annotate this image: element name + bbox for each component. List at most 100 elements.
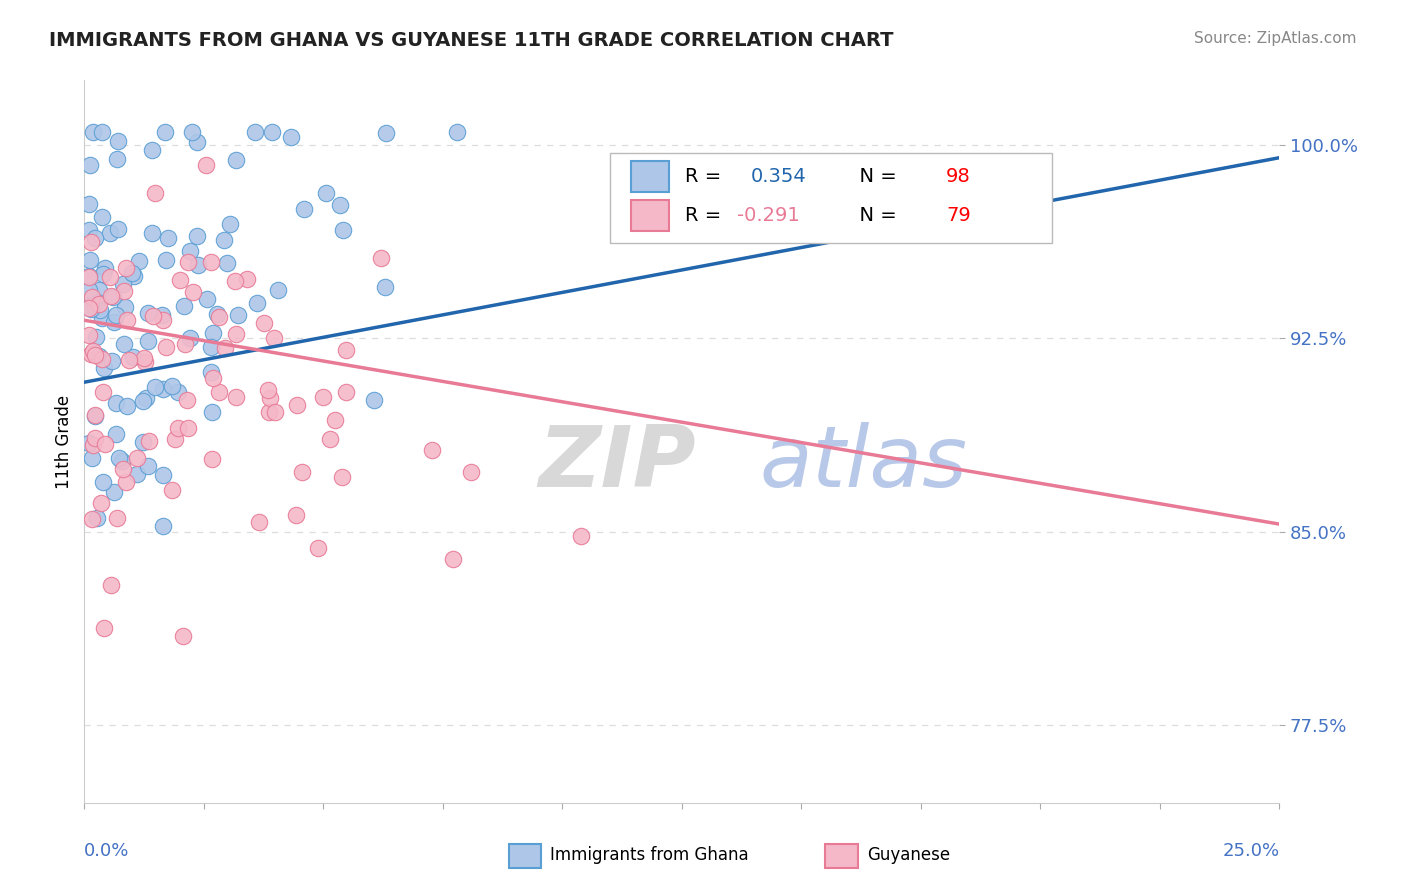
Text: N =: N = bbox=[846, 206, 903, 225]
Point bbox=[115, 400, 138, 414]
Point bbox=[128, 253, 150, 268]
Point bbox=[82, 512, 104, 526]
Point bbox=[134, 355, 156, 369]
Point bbox=[89, 297, 111, 311]
Text: R =: R = bbox=[686, 206, 728, 225]
Point bbox=[121, 266, 143, 280]
Point bbox=[319, 432, 342, 446]
Point bbox=[111, 277, 134, 291]
Point bbox=[150, 308, 173, 322]
Point bbox=[114, 261, 136, 276]
Point bbox=[152, 518, 174, 533]
Point bbox=[186, 229, 208, 244]
Point bbox=[225, 153, 247, 168]
Point bbox=[77, 301, 100, 315]
Point bbox=[91, 125, 114, 139]
Point bbox=[180, 125, 202, 139]
Point bbox=[93, 475, 115, 489]
Point bbox=[226, 308, 249, 322]
Point bbox=[115, 475, 138, 489]
Point bbox=[173, 336, 195, 351]
Point bbox=[280, 130, 302, 145]
Point bbox=[135, 391, 157, 405]
Point bbox=[285, 398, 308, 412]
Point bbox=[257, 405, 280, 419]
Point bbox=[363, 392, 385, 407]
Point bbox=[246, 296, 269, 310]
Point bbox=[225, 327, 247, 342]
Point bbox=[79, 252, 101, 267]
Point bbox=[200, 254, 222, 268]
Point bbox=[138, 334, 160, 349]
Y-axis label: 11th Grade: 11th Grade bbox=[55, 394, 73, 489]
Point bbox=[160, 378, 183, 392]
FancyBboxPatch shape bbox=[825, 844, 858, 868]
Point bbox=[77, 436, 100, 450]
Point bbox=[79, 346, 101, 360]
Point bbox=[105, 427, 128, 442]
Point bbox=[77, 268, 100, 283]
Point bbox=[169, 273, 191, 287]
Point bbox=[82, 344, 104, 359]
Point bbox=[332, 222, 354, 236]
Point bbox=[422, 442, 444, 457]
Point bbox=[103, 485, 125, 500]
Point bbox=[186, 136, 208, 150]
Point bbox=[177, 254, 200, 268]
Point bbox=[114, 300, 136, 314]
Point bbox=[83, 348, 105, 362]
Point bbox=[111, 462, 134, 476]
Point bbox=[87, 283, 110, 297]
FancyBboxPatch shape bbox=[630, 161, 669, 192]
Point bbox=[89, 303, 111, 318]
Text: Source: ZipAtlas.com: Source: ZipAtlas.com bbox=[1194, 31, 1357, 46]
Point bbox=[307, 541, 329, 555]
FancyBboxPatch shape bbox=[610, 153, 1053, 243]
Point bbox=[173, 299, 195, 313]
Point bbox=[132, 351, 155, 365]
Point bbox=[132, 394, 155, 409]
Point bbox=[218, 217, 240, 231]
Point bbox=[200, 340, 222, 354]
Point bbox=[267, 283, 290, 297]
Point bbox=[87, 350, 110, 364]
Point bbox=[107, 134, 129, 148]
Point bbox=[105, 152, 128, 166]
Point bbox=[143, 186, 166, 201]
Point bbox=[166, 385, 188, 400]
Point bbox=[79, 299, 101, 313]
Point bbox=[105, 511, 128, 525]
Point bbox=[77, 283, 100, 297]
Point bbox=[98, 226, 121, 240]
Point bbox=[86, 511, 108, 525]
Point bbox=[84, 231, 107, 245]
Point bbox=[82, 450, 104, 465]
Point bbox=[263, 331, 285, 345]
Point bbox=[208, 310, 231, 324]
Point bbox=[82, 125, 104, 139]
Point bbox=[90, 496, 112, 510]
Point bbox=[446, 125, 468, 139]
Point bbox=[247, 515, 270, 529]
Point bbox=[155, 252, 177, 267]
Point bbox=[225, 390, 247, 404]
Point bbox=[374, 126, 396, 140]
Point bbox=[84, 330, 107, 344]
Point bbox=[104, 308, 127, 322]
Point bbox=[205, 307, 228, 321]
Point bbox=[142, 309, 165, 323]
Point bbox=[441, 551, 464, 566]
Point bbox=[104, 396, 127, 410]
Point bbox=[107, 222, 129, 236]
Point bbox=[179, 331, 201, 345]
Text: 0.354: 0.354 bbox=[751, 167, 807, 186]
Point bbox=[224, 274, 246, 288]
Point bbox=[108, 450, 131, 465]
Point bbox=[93, 361, 115, 376]
Point bbox=[152, 382, 174, 396]
Point bbox=[215, 256, 238, 270]
Point bbox=[323, 413, 346, 427]
Point bbox=[262, 125, 284, 139]
Point bbox=[86, 294, 108, 309]
Point bbox=[136, 459, 159, 474]
